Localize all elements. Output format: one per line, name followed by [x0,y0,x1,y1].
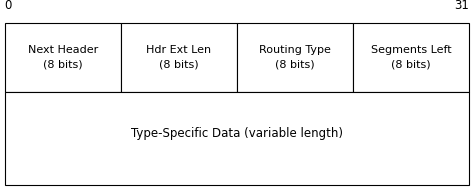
Bar [5,92,469,185]
Text: Segments Left
(8 bits): Segments Left (8 bits) [371,45,452,69]
Text: 0: 0 [5,0,12,12]
Text: Hdr Ext Len
(8 bits): Hdr Ext Len (8 bits) [146,45,211,69]
Bar [353,23,469,92]
Text: Next Header
(8 bits): Next Header (8 bits) [27,45,98,69]
Bar [121,23,237,92]
Bar [5,23,121,92]
Text: Routing Type
(8 bits): Routing Type (8 bits) [259,45,331,69]
Text: Type-Specific Data (variable length): Type-Specific Data (variable length) [131,127,343,140]
Bar [237,23,353,92]
Text: 31: 31 [455,0,469,12]
